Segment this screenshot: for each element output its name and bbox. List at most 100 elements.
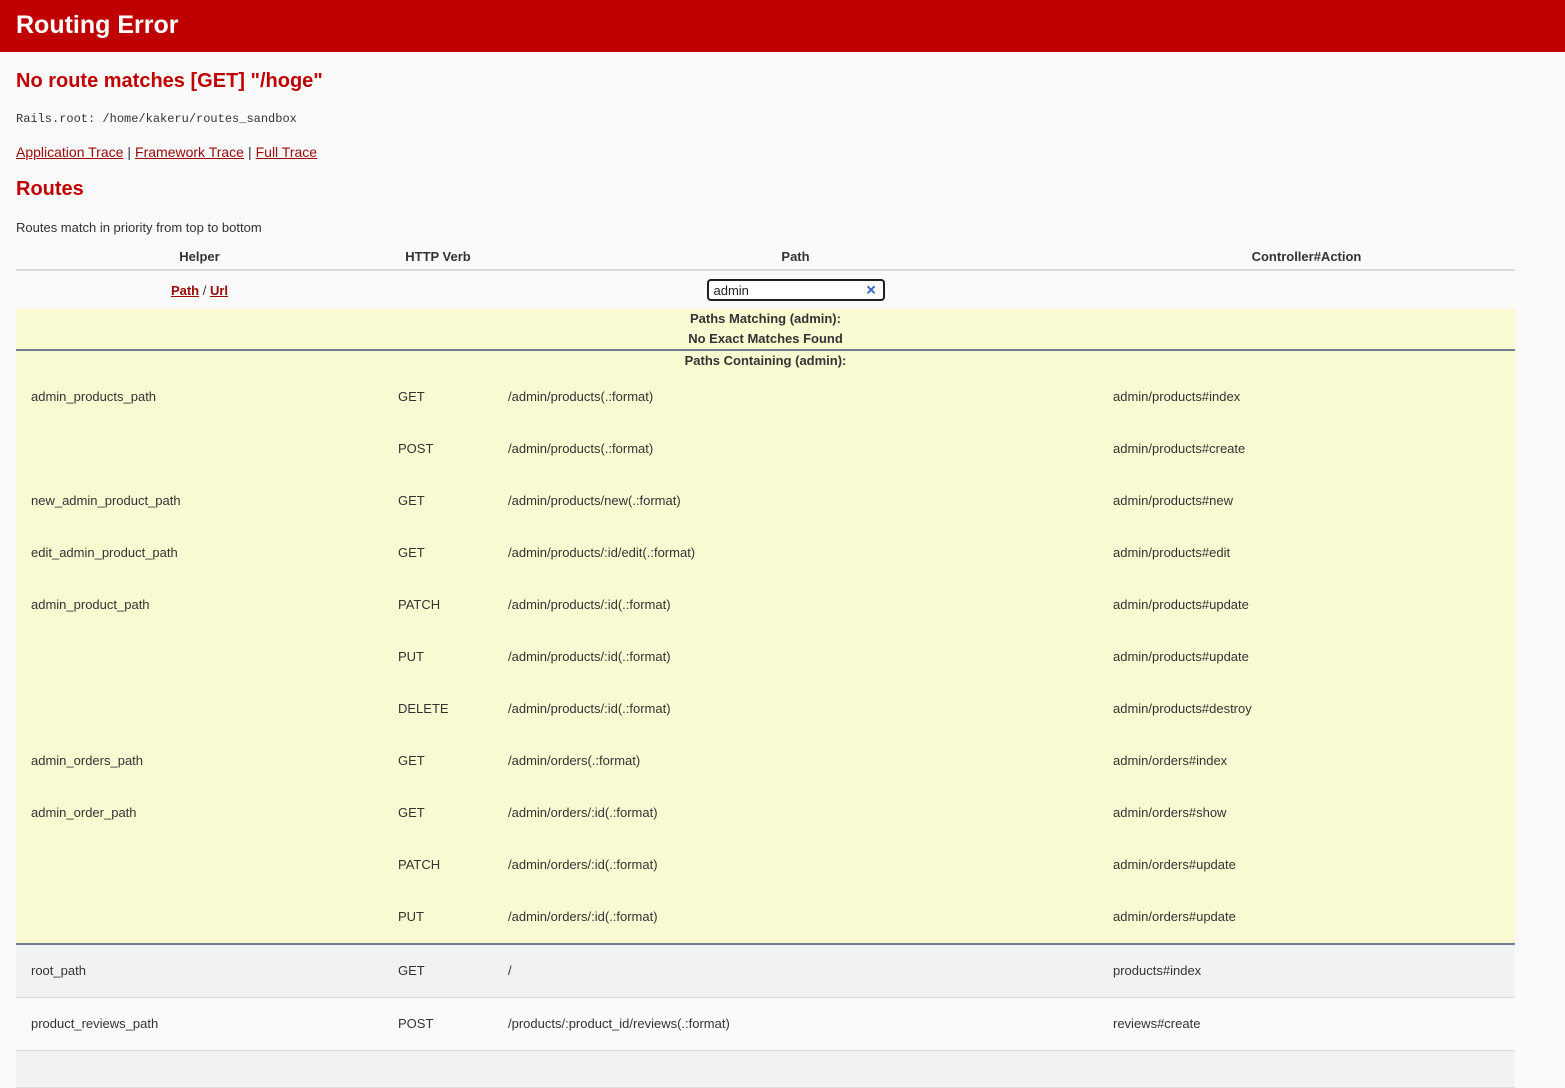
table-row: edit_admin_product_path GET /admin/produ… bbox=[16, 527, 1515, 579]
table-row: PUT /admin/orders/:id(.:format) admin/or… bbox=[16, 891, 1515, 944]
table-row: DELETE /admin/products/:id(.:format) adm… bbox=[16, 683, 1515, 735]
table-row: admin_orders_path GET /admin/orders(.:fo… bbox=[16, 735, 1515, 787]
verb-filter-cell bbox=[383, 270, 493, 309]
path-column-header: Path bbox=[781, 249, 810, 264]
framework-trace-link[interactable]: Framework Trace bbox=[135, 144, 244, 160]
path-cell: /admin/products/:id(.:format) bbox=[508, 649, 671, 664]
path-cell: /admin/products/:id/edit(.:format) bbox=[508, 545, 696, 560]
route-table-head: Helper HTTP Verb Path Controller#Action … bbox=[16, 245, 1515, 309]
full-trace-link[interactable]: Full Trace bbox=[255, 144, 318, 160]
path-helper-link[interactable]: Path bbox=[170, 282, 200, 298]
action-cell: admin/products#edit bbox=[1113, 545, 1231, 560]
helper-cell: admin_products_path bbox=[31, 389, 157, 404]
table-row: admin_order_path GET /admin/orders/:id(.… bbox=[16, 787, 1515, 839]
verb-cell: GET bbox=[398, 545, 425, 560]
verb-cell: GET bbox=[398, 493, 425, 508]
helper-cell bbox=[16, 1051, 383, 1088]
helper-cell bbox=[16, 683, 383, 735]
helper-cell: product_reviews_path bbox=[31, 1016, 159, 1031]
controller-action-column-header: Controller#Action bbox=[1251, 249, 1362, 264]
verb-cell: POST bbox=[398, 441, 434, 456]
action-cell: admin/orders#update bbox=[1113, 909, 1236, 924]
section-title-row: Paths Matching (admin): bbox=[16, 309, 1515, 329]
no-exact-matches-message: No Exact Matches Found bbox=[688, 331, 843, 346]
verb-cell: PUT bbox=[398, 649, 424, 664]
helper-cell: admin_orders_path bbox=[31, 753, 144, 768]
clear-search-icon[interactable]: ✕ bbox=[865, 282, 877, 298]
helper-toggle-separator: / bbox=[202, 282, 207, 298]
action-cell: admin/orders#index bbox=[1113, 753, 1228, 768]
fuzzy-matches-section: Paths Containing (admin): admin_products… bbox=[16, 350, 1515, 944]
action-cell: products#index bbox=[1113, 963, 1202, 978]
route-table: Helper HTTP Verb Path Controller#Action … bbox=[16, 245, 1515, 1088]
path-cell: /admin/products/:id(.:format) bbox=[508, 701, 671, 716]
table-row: root_path GET / products#index bbox=[16, 944, 1515, 998]
http-verb-column-header: HTTP Verb bbox=[405, 249, 471, 264]
helper-column-header: Helper bbox=[179, 249, 220, 264]
helper-toggle: Path / Url bbox=[16, 270, 383, 309]
verb-cell bbox=[383, 1051, 493, 1088]
table-row: new_admin_product_path GET /admin/produc… bbox=[16, 475, 1515, 527]
action-cell: admin/products#update bbox=[1113, 649, 1249, 664]
section-message-row: No Exact Matches Found bbox=[16, 329, 1515, 350]
path-cell: /admin/orders/:id(.:format) bbox=[508, 857, 658, 872]
column-header-row: Helper HTTP Verb Path Controller#Action bbox=[16, 245, 1515, 270]
verb-cell: GET bbox=[398, 389, 425, 404]
path-cell: /admin/products/new(.:format) bbox=[508, 493, 681, 508]
verb-cell: PATCH bbox=[398, 857, 441, 872]
helper-cell bbox=[16, 631, 383, 683]
verb-cell: PUT bbox=[398, 909, 424, 924]
page-title: Routing Error bbox=[0, 0, 1565, 52]
path-cell: /admin/products/:id(.:format) bbox=[508, 597, 671, 612]
routes-heading: Routes bbox=[16, 178, 84, 200]
verb-cell: GET bbox=[398, 805, 425, 820]
fuzzy-matches-title: Paths Containing (admin): bbox=[684, 353, 847, 368]
action-cell: reviews#create bbox=[1113, 1016, 1201, 1031]
main-content: No route matches [GET] "/hoge" Rails.roo… bbox=[16, 70, 1565, 1088]
action-cell bbox=[1098, 1051, 1515, 1088]
table-row: PATCH /admin/orders/:id(.:format) admin/… bbox=[16, 839, 1515, 891]
table-row: PUT /admin/products/:id(.:format) admin/… bbox=[16, 631, 1515, 683]
verb-cell: GET bbox=[398, 963, 425, 978]
error-message: No route matches [GET] "/hoge" bbox=[16, 70, 323, 92]
action-cell: admin/products#index bbox=[1113, 389, 1241, 404]
action-cell: admin/orders#show bbox=[1113, 805, 1227, 820]
helper-cell bbox=[16, 891, 383, 944]
path-cell: /products/:product_id/reviews(.:format) bbox=[508, 1016, 730, 1031]
action-cell: admin/products#create bbox=[1113, 441, 1246, 456]
path-filter-cell: ✕ bbox=[493, 270, 1098, 309]
path-search-input[interactable] bbox=[706, 279, 885, 301]
path-cell bbox=[493, 1051, 1098, 1088]
helper-cell bbox=[16, 423, 383, 475]
helper-cell: admin_order_path bbox=[31, 805, 137, 820]
helper-cell: root_path bbox=[31, 963, 86, 978]
verb-cell: PATCH bbox=[398, 597, 441, 612]
action-cell: admin/products#destroy bbox=[1113, 701, 1252, 716]
path-cell: /admin/orders(.:format) bbox=[508, 753, 641, 768]
path-cell: /admin/orders/:id(.:format) bbox=[508, 909, 658, 924]
url-helper-link[interactable]: Url bbox=[209, 282, 229, 298]
filter-row: Path / Url ✕ bbox=[16, 270, 1515, 309]
rails-root: Rails.root: /home/kakeru/routes_sandbox bbox=[16, 112, 297, 126]
all-routes-section: root_path GET / products#index product_r… bbox=[16, 944, 1515, 1088]
path-cell: / bbox=[508, 963, 512, 978]
path-cell: /admin/orders/:id(.:format) bbox=[508, 805, 658, 820]
trace-separator: | bbox=[127, 144, 132, 160]
exact-matches-title: Paths Matching (admin): bbox=[690, 311, 841, 326]
action-filter-cell bbox=[1098, 270, 1515, 309]
path-cell: /admin/products(.:format) bbox=[508, 441, 654, 456]
action-cell: admin/products#new bbox=[1113, 493, 1233, 508]
section-title-row: Paths Containing (admin): bbox=[16, 350, 1515, 371]
table-row bbox=[16, 1050, 1515, 1088]
table-row: admin_product_path PATCH /admin/products… bbox=[16, 579, 1515, 631]
application-trace-link[interactable]: Application Trace bbox=[16, 144, 124, 160]
helper-cell bbox=[16, 839, 383, 891]
helper-cell: edit_admin_product_path bbox=[31, 545, 178, 560]
search-wrap: ✕ bbox=[706, 279, 885, 301]
action-cell: admin/orders#update bbox=[1113, 857, 1236, 872]
verb-cell: DELETE bbox=[398, 701, 449, 716]
path-cell: /admin/products(.:format) bbox=[508, 389, 654, 404]
action-cell: admin/products#update bbox=[1113, 597, 1249, 612]
helper-cell: admin_product_path bbox=[31, 597, 150, 612]
table-row: POST /admin/products(.:format) admin/pro… bbox=[16, 423, 1515, 475]
